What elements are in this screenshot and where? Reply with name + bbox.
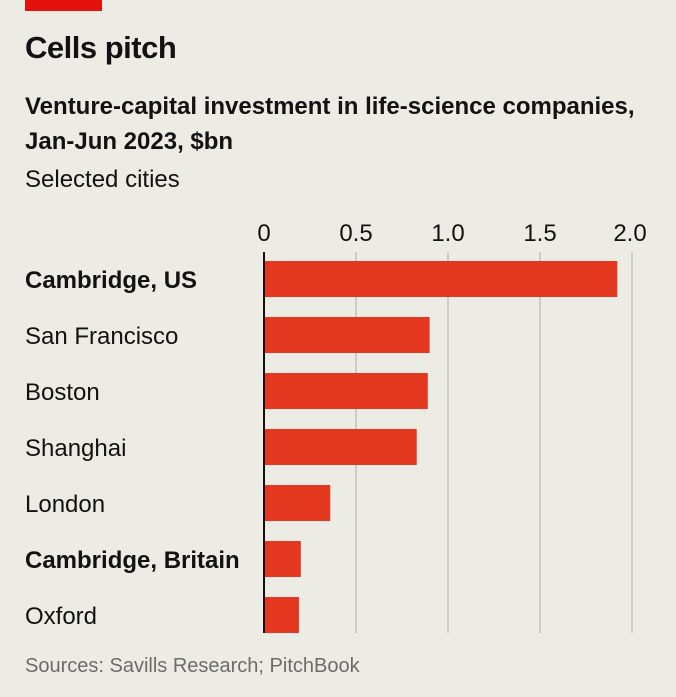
category-label: Shanghai [25,435,126,462]
bar [264,261,618,297]
chart-title: Cells pitch [25,30,177,65]
bar [264,373,428,409]
bar [264,485,331,521]
category-label: Boston [25,379,100,406]
category-label: Oxford [25,603,97,630]
chart-note: Selected cities [25,166,180,193]
x-tick-label: 2.0 [613,220,646,247]
bar [264,317,430,353]
category-label: Cambridge, Britain [25,547,240,574]
category-label: London [25,491,105,518]
category-label: San Francisco [25,323,178,350]
x-tick-label: 0 [257,220,270,247]
bar [264,429,417,465]
x-tick-label: 1.0 [431,220,464,247]
category-label: Cambridge, US [25,267,197,294]
source-note: Sources: Savills Research; PitchBook [25,655,360,677]
accent-bar [25,0,102,11]
bar [264,541,301,577]
chart-subtitle: Venture-capital investment in life-scien… [25,93,635,155]
x-tick-label: 1.5 [523,220,556,247]
bar [264,597,299,633]
x-tick-label: 0.5 [339,220,372,247]
